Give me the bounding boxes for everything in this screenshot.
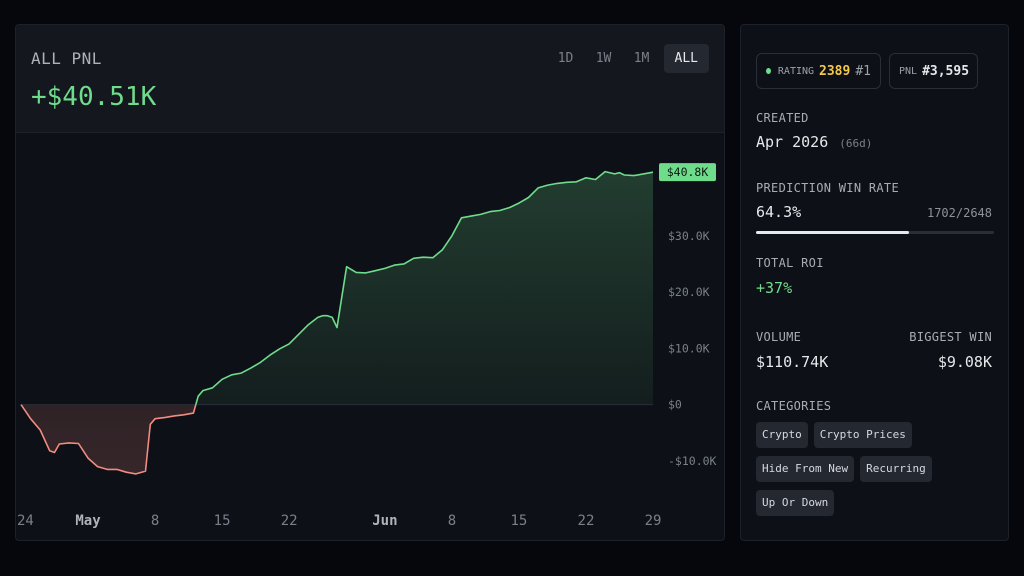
category-tag-crypto[interactable]: Crypto bbox=[756, 422, 808, 448]
pnl-title: ALL PNL bbox=[31, 49, 102, 68]
pnl-rank-label: PNL bbox=[899, 65, 918, 77]
pnl-area-positive bbox=[21, 171, 653, 405]
win-count: 1702/2648 bbox=[926, 206, 992, 220]
range-tab-1w[interactable]: 1W bbox=[595, 51, 612, 66]
profile-panel: RATING 2389 #1 PNL #3,595 CREATED Apr 20… bbox=[740, 24, 1009, 541]
pnl-rank-value: #3,595 bbox=[922, 63, 970, 79]
volume-value: $110.74K bbox=[756, 353, 829, 371]
last-value-label: $40.8K bbox=[667, 165, 709, 179]
pnl-total-value: +$40.51K bbox=[31, 82, 157, 112]
range-tab-1d[interactable]: 1D bbox=[557, 51, 574, 66]
pnl-chart[interactable]: $30.0K $20.0K $10.0K $0 -$10.0K $40.8K 24 May 8 1… bbox=[16, 133, 724, 540]
roi-value: +37% bbox=[756, 279, 793, 297]
created-label: CREATED bbox=[756, 111, 809, 125]
category-tag-crypto-prices[interactable]: Crypto Prices bbox=[813, 422, 912, 448]
win-rate-bar-fill bbox=[756, 231, 910, 234]
pnl-line-negative bbox=[20, 404, 197, 475]
win-rate-bar bbox=[756, 231, 994, 234]
rating-rank: #1 bbox=[855, 63, 871, 79]
x-tick-label: 24 bbox=[17, 513, 34, 529]
rating-label: RATING bbox=[777, 65, 815, 77]
x-tick-label: 15 bbox=[214, 513, 231, 529]
rating-badge[interactable]: RATING 2389 #1 bbox=[756, 53, 881, 89]
y-tick-label: $20.0K bbox=[668, 285, 710, 299]
categories-list: Crypto Crypto Prices Hide From New Recur… bbox=[756, 422, 1001, 516]
created-value: Apr 2026 bbox=[756, 133, 829, 151]
status-dot-icon bbox=[766, 68, 771, 74]
time-range-tabs: 1D 1W 1M ALL bbox=[550, 44, 709, 73]
range-tab-1m[interactable]: 1M bbox=[633, 51, 650, 66]
last-value-badge bbox=[659, 163, 716, 182]
category-tag-recurring[interactable]: Recurring bbox=[860, 456, 932, 482]
created-age: (66d) bbox=[839, 137, 873, 150]
x-tick-label: May bbox=[75, 513, 101, 529]
created-value-row: Apr 2026 (66d) bbox=[756, 133, 872, 151]
y-tick-label: $30.0K bbox=[668, 229, 710, 243]
y-tick-label: -$10.0K bbox=[668, 454, 717, 468]
range-tab-all[interactable]: ALL bbox=[663, 44, 709, 73]
x-tick-label: 22 bbox=[578, 513, 595, 529]
category-tag-hide-from-new[interactable]: Hide From New bbox=[756, 456, 855, 482]
volume-label: VOLUME bbox=[756, 330, 802, 344]
roi-label: TOTAL ROI bbox=[756, 256, 824, 270]
biggest-win-label: BIGGEST WIN bbox=[909, 330, 992, 344]
x-tick-label: 8 bbox=[448, 513, 456, 529]
rating-value: 2389 bbox=[819, 63, 851, 79]
category-tag-up-or-down[interactable]: Up Or Down bbox=[756, 490, 835, 516]
x-tick-label: Jun bbox=[372, 513, 397, 529]
x-tick-label: 22 bbox=[281, 513, 298, 529]
win-rate-label: PREDICTION WIN RATE bbox=[756, 181, 899, 195]
pnl-chart-svg: $30.0K $20.0K $10.0K $0 -$10.0K $40.8K 24 May 8 1… bbox=[17, 163, 717, 529]
x-tick-label: 8 bbox=[151, 513, 159, 529]
x-tick-label: 29 bbox=[645, 513, 662, 529]
x-tick-label: 15 bbox=[511, 513, 528, 529]
categories-label: CATEGORIES bbox=[756, 399, 832, 413]
y-tick-label: $0 bbox=[668, 398, 682, 412]
biggest-win-value: $9.08K bbox=[937, 353, 992, 371]
win-rate-value: 64.3% bbox=[756, 203, 802, 221]
y-tick-label: $10.0K bbox=[668, 341, 710, 355]
pnl-panel: ALL PNL +$40.51K 1D 1W 1M ALL $30.0K $20.… bbox=[15, 24, 725, 541]
pnl-line-positive bbox=[20, 170, 654, 405]
pnl-header: ALL PNL +$40.51K 1D 1W 1M ALL bbox=[16, 25, 724, 133]
pnl-rank-badge[interactable]: PNL #3,595 bbox=[889, 53, 978, 89]
